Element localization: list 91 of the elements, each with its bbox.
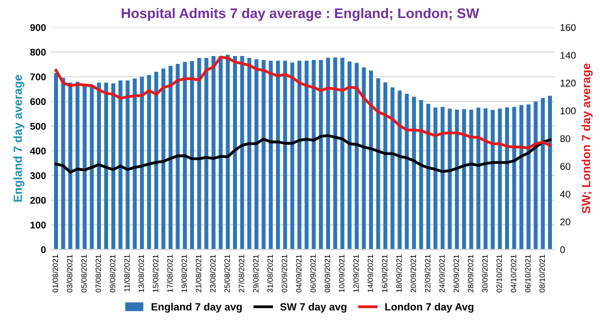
bar [419,100,424,250]
bar [140,76,144,250]
bar [476,108,480,250]
y2-tick-label: 20 [560,218,570,226]
bar [68,82,72,250]
bar [262,60,266,250]
bar [233,56,237,250]
bar [318,60,323,250]
legend-label: SW 7 day avg [280,302,346,313]
bar [340,58,344,250]
bar [204,58,208,250]
bar [283,60,288,250]
legend-label: England 7 day avg [152,302,242,313]
y2-tick-label: 100 [560,107,576,114]
bar [147,75,152,250]
bar [118,80,122,250]
y-tick-label: 800 [30,48,46,56]
bar [512,106,516,250]
line-series [54,134,552,174]
bar [54,73,58,250]
bar [505,107,510,250]
bar [268,60,273,250]
bar [390,87,394,250]
y2-tick-label: 40 [560,190,570,198]
bar [333,57,338,250]
bar [433,108,438,250]
bar [226,54,230,250]
bar [176,64,180,250]
bar [376,78,380,250]
y2-tick-label: 120 [560,80,576,87]
bar [212,56,216,250]
bar [61,78,66,250]
bar [111,83,116,250]
y2-tick-label: 140 [560,52,576,59]
bar [490,110,495,250]
y2-tick-label: 80 [560,135,570,142]
bar [104,82,108,250]
bar [297,60,302,250]
bar [82,86,87,250]
y2-axis-title: SW; London 7 day average [582,64,593,214]
bar [161,68,166,250]
bar [182,62,187,250]
bar [369,70,373,250]
y-tick-label: 700 [30,73,46,80]
bar [240,56,244,250]
bar [404,94,409,250]
bar [96,82,101,250]
bar [454,110,459,250]
bar [440,106,445,250]
chart-title: Hospital Admits 7 day average : England; London; SW [122,8,480,21]
bar [383,82,388,250]
bar [462,109,466,250]
y-tick-label: 400 [30,148,46,154]
bar [348,61,352,250]
legend-label: London 7 day Avg [385,302,474,313]
bar [534,102,538,250]
bar [76,82,80,250]
bar [90,86,94,250]
bar [276,60,280,250]
y-tick-label: 500 [30,122,46,130]
bar [412,96,416,250]
bar [398,90,402,250]
y2-tick-label: 160 [560,24,576,31]
bar [190,60,194,250]
bar [526,104,530,250]
bar [362,67,366,250]
bar [218,56,223,250]
bar [326,58,330,250]
bar [197,58,202,250]
y-axis-title: England 7 day average [13,74,24,202]
y-tick-label: 0 [41,246,46,254]
y-tick-label: 100 [30,222,46,228]
y2-tick-label: 60 [560,162,570,170]
bar [498,108,502,250]
y-tick-label: 600 [30,98,46,106]
y-tick-label: 200 [30,196,46,204]
bar [126,80,130,250]
y-tick-label: 300 [30,172,46,180]
bar [354,62,359,250]
y-tick-label: 900 [30,24,46,31]
bar [247,58,252,250]
bar [484,108,488,250]
bar [304,60,309,250]
bar [168,66,173,250]
bar [426,104,430,250]
bar [254,59,258,250]
line-series [54,56,552,150]
bar [519,105,524,250]
bar [540,98,545,250]
bar [548,96,552,250]
y2-tick-label: 0 [560,246,565,254]
